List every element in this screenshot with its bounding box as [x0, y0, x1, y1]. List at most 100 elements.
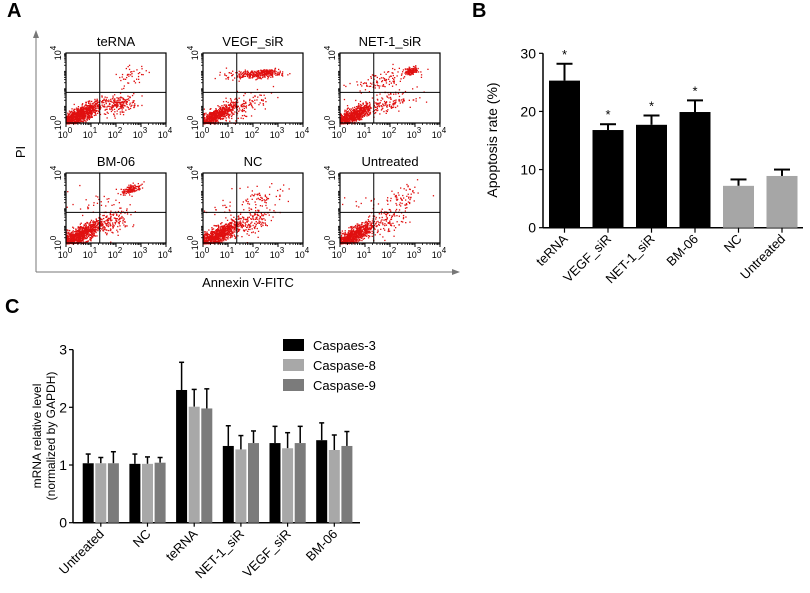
- data-point: [234, 102, 235, 103]
- data-point: [232, 112, 233, 113]
- data-point: [128, 193, 129, 194]
- data-point: [127, 96, 128, 97]
- data-point: [360, 84, 361, 85]
- data-point: [249, 78, 250, 79]
- data-point: [386, 82, 387, 83]
- flow-plot-vegf-sir: VEGF_siR100 101 102 103 104100104: [186, 34, 310, 140]
- data-point: [229, 72, 230, 73]
- y-tick-label: 100: [49, 235, 63, 250]
- data-point: [131, 187, 132, 188]
- data-point: [87, 207, 88, 208]
- data-point: [391, 99, 392, 100]
- data-point: [230, 73, 231, 74]
- data-point: [119, 102, 120, 103]
- data-point: [391, 83, 392, 84]
- data-point: [275, 71, 276, 72]
- data-point: [387, 106, 388, 107]
- data-point: [366, 108, 367, 109]
- data-point: [389, 104, 390, 105]
- data-point: [114, 94, 115, 95]
- data-point: [258, 71, 259, 72]
- data-point: [75, 115, 76, 116]
- data-point: [112, 224, 113, 225]
- data-point: [360, 110, 361, 111]
- data-point: [86, 231, 87, 232]
- data-point: [101, 205, 102, 206]
- data-point: [250, 76, 251, 77]
- data-point: [273, 86, 274, 87]
- data-point: [389, 81, 390, 82]
- data-point: [388, 97, 389, 98]
- data-point: [90, 105, 91, 106]
- x-tick-label: 103: [133, 246, 148, 260]
- data-point: [91, 225, 92, 226]
- data-point: [245, 76, 246, 77]
- data-point: [121, 97, 122, 98]
- data-point: [254, 95, 255, 96]
- data-point: [83, 110, 84, 111]
- data-point: [97, 196, 98, 197]
- data-point: [214, 115, 215, 116]
- data-point: [102, 105, 103, 106]
- data-point: [215, 111, 216, 112]
- data-point: [118, 193, 119, 194]
- data-point: [125, 79, 126, 80]
- data-point: [359, 117, 360, 118]
- data-point: [94, 99, 95, 100]
- data-point: [234, 111, 235, 112]
- data-point: [228, 116, 229, 117]
- data-point: [75, 236, 76, 237]
- data-point: [243, 100, 244, 101]
- data-point: [416, 100, 417, 101]
- data-point: [123, 224, 124, 225]
- data-point: [282, 71, 283, 72]
- data-point: [351, 109, 352, 110]
- data-point: [234, 108, 235, 109]
- data-point: [120, 80, 121, 81]
- data-point: [106, 233, 107, 234]
- data-point: [107, 219, 108, 220]
- y-tick-label: 104: [49, 45, 63, 60]
- data-point: [268, 72, 269, 73]
- data-point: [242, 111, 243, 112]
- data-point: [67, 233, 68, 234]
- data-point: [239, 76, 240, 77]
- data-point: [114, 98, 115, 99]
- data-point: [361, 114, 362, 115]
- data-point: [74, 241, 75, 242]
- data-point: [221, 105, 222, 106]
- data-point: [98, 220, 99, 221]
- data-point: [343, 120, 344, 121]
- data-point: [100, 107, 101, 108]
- data-point: [104, 221, 105, 222]
- data-point: [85, 111, 86, 112]
- data-point: [347, 121, 348, 122]
- data-point: [245, 93, 246, 94]
- data-point: [239, 108, 240, 109]
- data-point: [282, 73, 283, 74]
- data-point: [353, 111, 354, 112]
- data-point: [98, 106, 99, 107]
- data-point: [204, 113, 205, 114]
- data-point: [76, 109, 77, 110]
- data-point: [251, 115, 252, 116]
- data-point: [85, 121, 86, 122]
- data-point: [138, 73, 139, 74]
- data-point: [379, 113, 380, 114]
- data-point: [245, 116, 246, 117]
- data-point: [87, 233, 88, 234]
- data-point: [138, 183, 139, 184]
- data-point: [116, 104, 117, 105]
- data-point: [72, 237, 73, 238]
- data-point: [118, 105, 119, 106]
- data-point: [231, 110, 232, 111]
- data-point: [128, 100, 129, 101]
- data-point: [226, 120, 227, 121]
- data-point: [211, 112, 212, 113]
- data-point: [119, 77, 120, 78]
- data-point: [395, 107, 396, 108]
- data-point: [81, 120, 82, 121]
- data-point: [132, 76, 133, 77]
- data-point: [278, 73, 279, 74]
- data-point: [118, 216, 119, 217]
